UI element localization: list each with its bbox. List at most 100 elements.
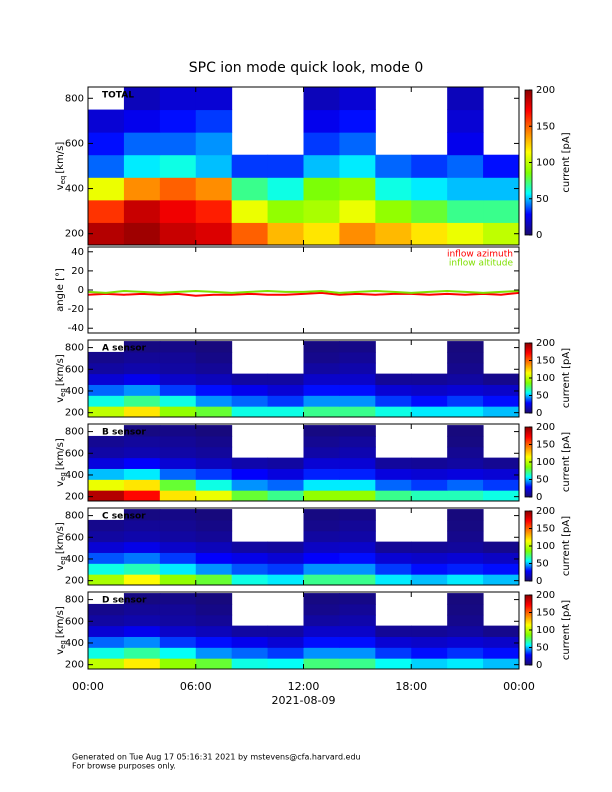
heatmap-cell [267, 384, 304, 396]
y-tick-label: 200 [65, 576, 84, 587]
heatmap-cell [375, 574, 412, 585]
heatmap-cell [195, 636, 233, 648]
plot-area [88, 425, 519, 501]
colorbar-tick-label: 200 [536, 85, 555, 96]
heatmap-cell [195, 593, 233, 605]
y-tick-label: 800 [65, 93, 84, 104]
heatmap-cell [159, 222, 197, 245]
heatmap-cell [339, 222, 376, 245]
heatmap-cell [447, 362, 484, 375]
y-tick-label: 600 [65, 532, 84, 543]
heatmap-cell [123, 468, 161, 480]
heatmap-cell [159, 658, 197, 669]
heatmap-cell [159, 446, 197, 459]
y-tick-label: 800 [65, 511, 84, 522]
heatmap-cell [483, 552, 519, 564]
y-tick-label: 600 [65, 138, 84, 149]
heatmap-cell [123, 625, 161, 637]
heatmap-cell [483, 479, 519, 491]
heatmap-cell [231, 490, 269, 501]
heatmap-cell [303, 351, 340, 364]
heatmap-cell [339, 395, 376, 407]
heatmap-cell [123, 362, 161, 375]
y-label-unit: [km/s] [55, 522, 66, 554]
heatmap-cell [159, 435, 197, 448]
heatmap-cell [375, 154, 412, 178]
y-axis-label: veq [km/s] [55, 522, 67, 571]
y-tick-label: 800 [65, 427, 84, 438]
panel-label: A sensor [102, 344, 147, 354]
heatmap-cell [88, 177, 125, 201]
heatmap-cell [267, 468, 304, 480]
heatmap-cell [231, 222, 269, 245]
page-title: SPC ion mode quick look, mode 0 [189, 60, 423, 76]
heatmap-cell [339, 446, 376, 459]
heatmap-cell [303, 373, 340, 385]
heatmap-cell [88, 658, 125, 669]
heatmap-cell [88, 563, 125, 575]
heatmap-cell [339, 552, 376, 564]
heatmap-cell [123, 593, 161, 605]
heatmap-cell [375, 479, 412, 491]
heatmap-cell [195, 222, 233, 245]
heatmap-cell [88, 384, 125, 396]
colorbar-tick-label: 0 [536, 492, 542, 503]
heatmap-cell [339, 109, 376, 133]
heatmap-cell [267, 563, 304, 575]
heatmap-cell [483, 658, 519, 669]
colorbar-tick-label: 0 [536, 230, 542, 241]
heatmap-cell [483, 395, 519, 407]
heatmap-cell [303, 222, 340, 245]
heatmap-cell [123, 132, 161, 156]
heatmap-cell [159, 199, 197, 223]
heatmap-cell [159, 109, 197, 133]
heatmap-cell [375, 552, 412, 564]
line-series [88, 291, 519, 297]
heatmap-cell [195, 395, 233, 407]
heatmap-cell [159, 468, 197, 480]
heatmap-cell [375, 177, 412, 201]
y-axis-label: angle [°] [55, 268, 66, 312]
heatmap-cell [123, 435, 161, 448]
heatmap-cell [411, 541, 448, 553]
heatmap-cell [195, 658, 233, 669]
heatmap-cell [447, 625, 484, 637]
x-tick-label: 12:00 [288, 680, 320, 693]
heatmap-cell [339, 658, 376, 669]
heatmap-cell [231, 479, 269, 491]
heatmap-cell [123, 395, 161, 407]
heatmap-cell [447, 490, 484, 501]
heatmap-cell [195, 625, 233, 637]
heatmap-cell [159, 457, 197, 469]
colorbar-tick-label: 100 [536, 625, 555, 636]
heatmap-cell [231, 563, 269, 575]
heatmap-cell [375, 541, 412, 553]
panel-label: TOTAL [102, 91, 134, 101]
heatmap-cell [411, 658, 448, 669]
heatmap-cell [447, 132, 484, 156]
heatmap-cell [195, 177, 233, 201]
heatmap-cell [195, 614, 233, 627]
heatmap-cell [411, 406, 448, 417]
y-label-sub: eq [59, 472, 67, 481]
heatmap-cell [267, 177, 304, 201]
heatmap-cell [483, 574, 519, 585]
heatmap-cell [411, 647, 448, 659]
y-tick-label: -40 [68, 323, 84, 334]
heatmap-cell [88, 406, 125, 417]
heatmap-cell [123, 87, 161, 111]
heatmap-cell [483, 222, 519, 245]
heatmap-cell [123, 563, 161, 575]
heatmap-cell [411, 563, 448, 575]
heatmap-cell [411, 457, 448, 469]
colorbar-tick-label: 0 [536, 408, 542, 419]
y-tick-label: 200 [65, 408, 84, 419]
heatmap-cell [411, 395, 448, 407]
heatmap-cell [88, 552, 125, 564]
heatmap-cell [375, 406, 412, 417]
heatmap-cell [447, 468, 484, 480]
heatmap-cell [447, 351, 484, 364]
heatmap-cell [231, 406, 269, 417]
heatmap-cell [159, 552, 197, 564]
heatmap-cell [159, 362, 197, 375]
